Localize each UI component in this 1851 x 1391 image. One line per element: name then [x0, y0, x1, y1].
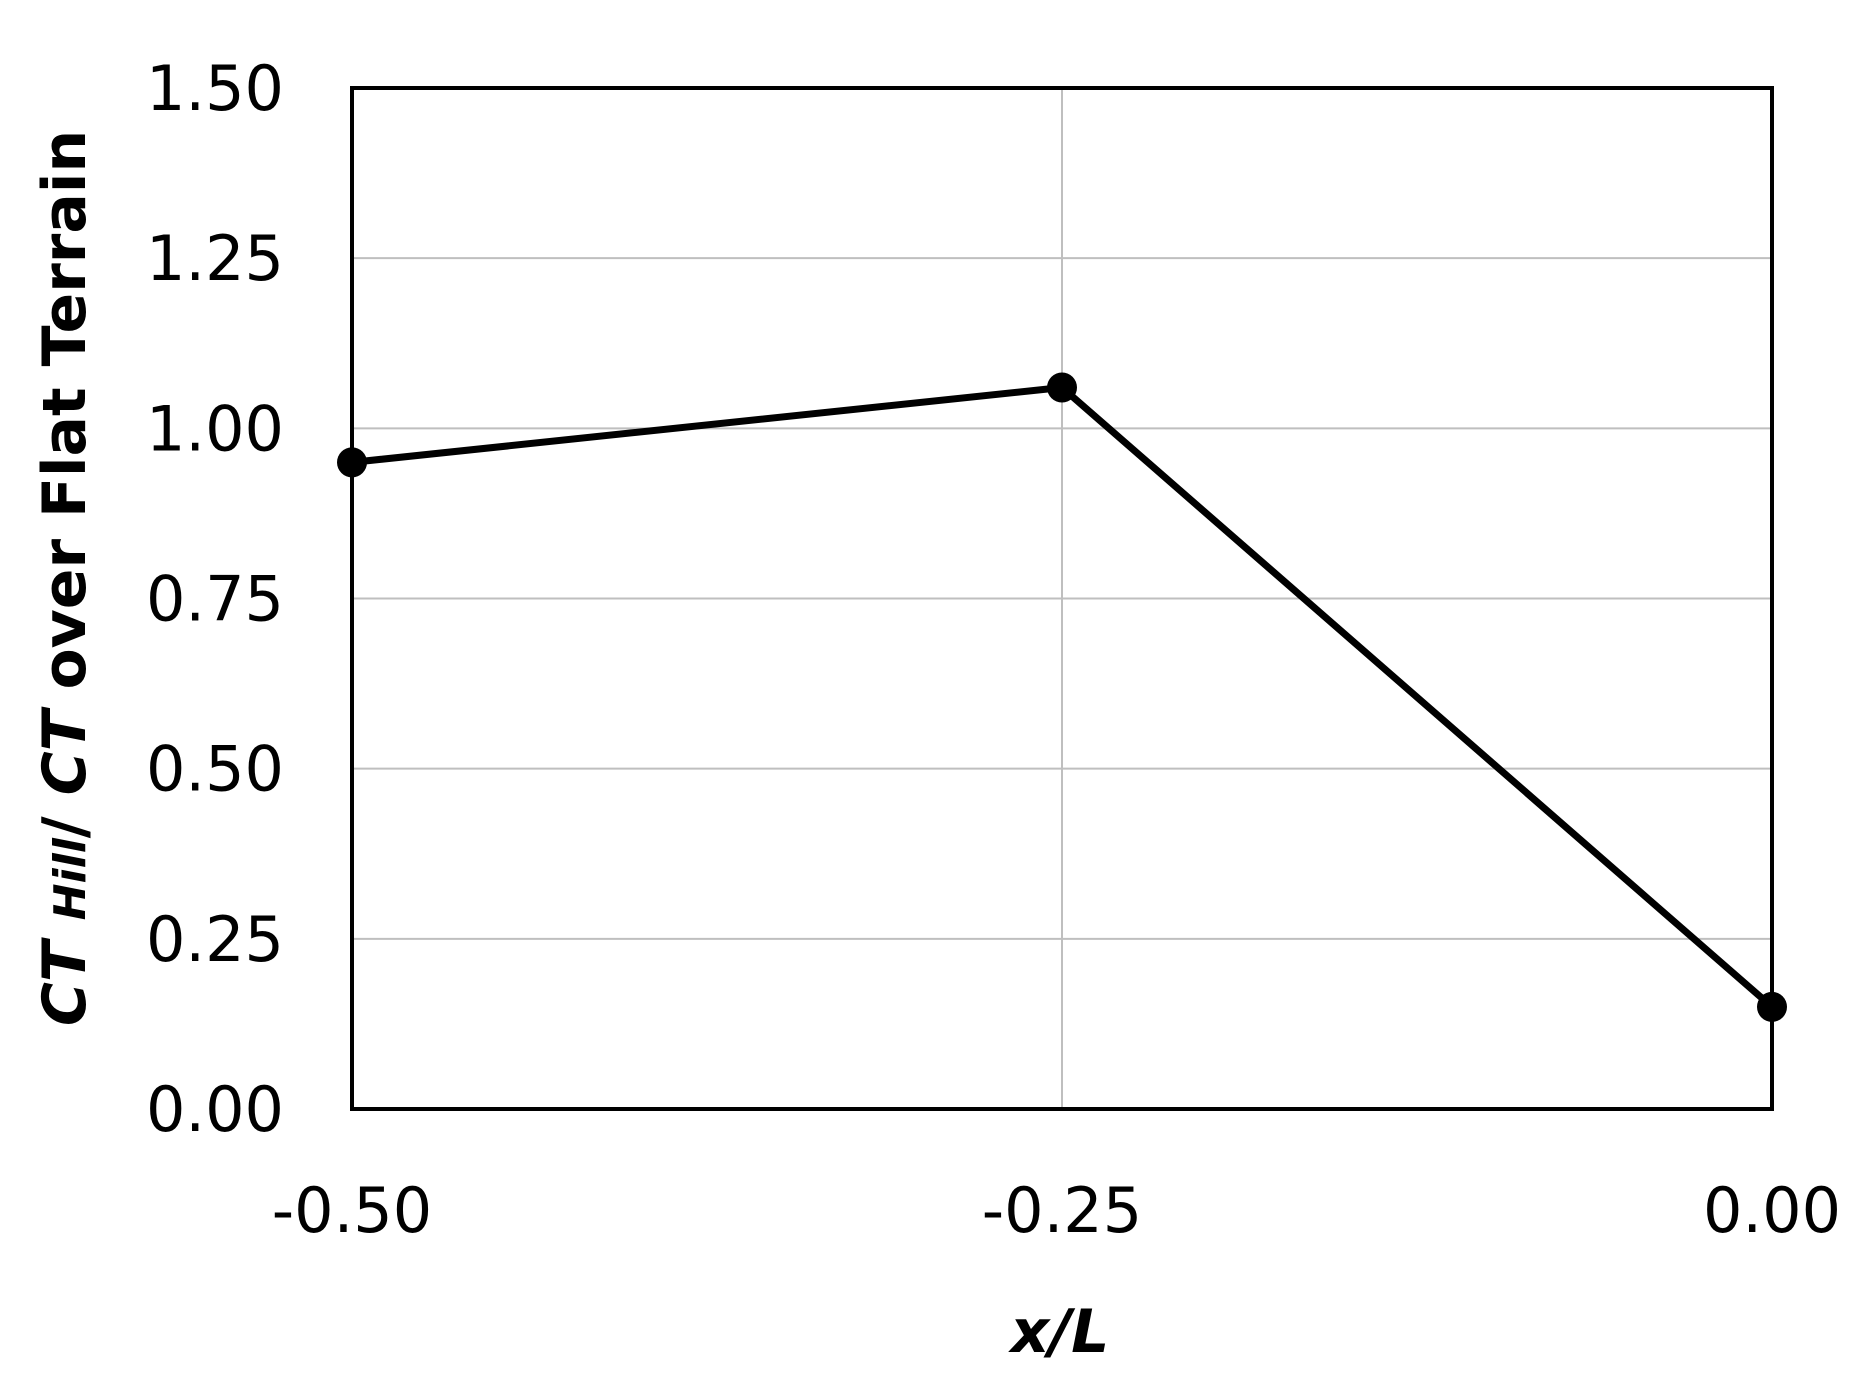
x-axis-title: x/L — [1008, 1297, 1110, 1367]
x-tick-labels: -0.50 -0.25 0.00 — [272, 1174, 1841, 1247]
y-axis-ct-symbol: CT — [30, 937, 100, 1026]
x-tick-label: -0.50 — [272, 1174, 432, 1247]
y-tick-label: 0.50 — [146, 733, 284, 806]
y-tick-label: 1.25 — [146, 222, 284, 295]
data-series — [337, 372, 1787, 1022]
y-tick-label: 1.00 — [146, 392, 284, 465]
data-point — [337, 447, 367, 478]
data-point — [1757, 991, 1787, 1022]
y-tick-label: 0.00 — [146, 1073, 284, 1146]
y-tick-labels: 0.00 0.25 0.50 0.75 1.00 1.25 1.50 — [146, 52, 284, 1146]
y-tick-label: 0.25 — [146, 903, 284, 976]
y-axis-ct-symbol-2: CT — [30, 706, 100, 795]
y-axis-hill-label: Hill — [45, 837, 96, 920]
y-axis-rest: over Flat Terrain — [30, 130, 100, 711]
y-tick-label: 0.75 — [146, 563, 284, 636]
plot-frame — [350, 86, 1774, 1111]
grid-lines — [351, 87, 1773, 1110]
x-tick-label: -0.25 — [982, 1174, 1142, 1247]
data-point — [1047, 372, 1077, 403]
x-tick-label: 0.00 — [1703, 1174, 1841, 1247]
y-axis-title: CT Hill/ CT over Flat Terrain — [30, 130, 100, 1026]
y-tick-label: 1.50 — [146, 52, 284, 125]
y-axis-separator: / — [30, 795, 100, 838]
